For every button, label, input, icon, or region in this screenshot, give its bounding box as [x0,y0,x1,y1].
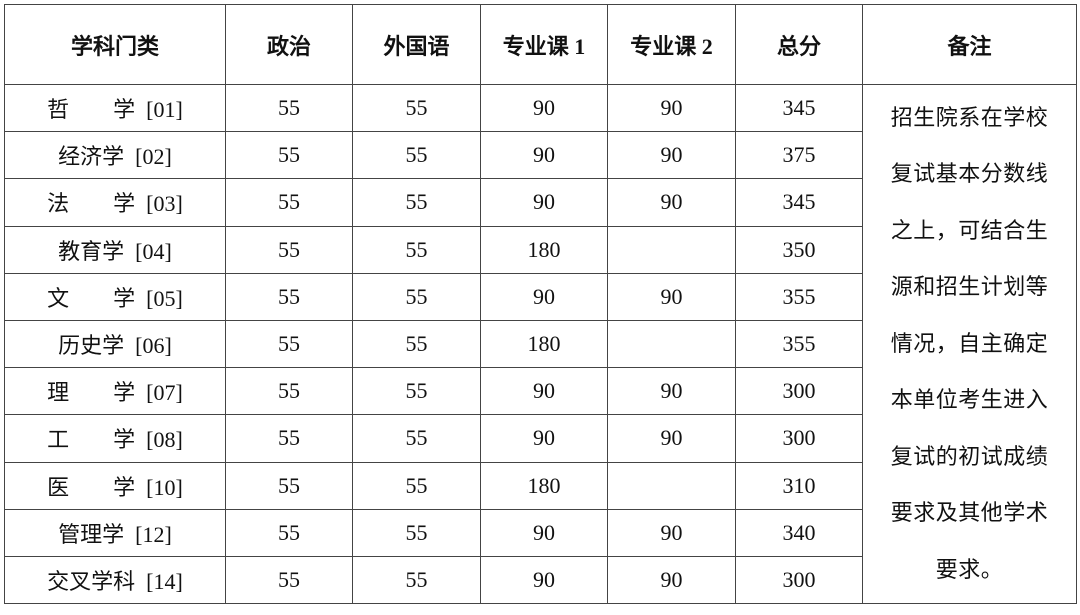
cell-major1: 90 [480,367,608,416]
header-row: 学科门类 政治 外国语 专业课 1 专业课 2 总分 备注 [4,4,1077,85]
cell-politics: 55 [225,319,353,369]
cell-major1: 90 [480,272,608,321]
cell-language: 55 [352,461,481,510]
cell-total: 310 [735,461,863,510]
cell-major2: 90 [607,508,736,557]
remark-line: 之上，可结合生 [890,217,1049,243]
cell-language: 55 [352,367,481,416]
cell-name: 交叉学科 [14] [4,555,226,605]
cell-major2: 90 [607,83,736,133]
cell-politics: 55 [225,367,353,416]
score-table: 学科门类 政治 外国语 专业课 1 专业课 2 总分 备注 哲 学 [01] 55… [4,4,1077,605]
cell-major1: 90 [480,83,608,133]
cell-language: 55 [352,414,481,463]
cell-major2: 90 [607,178,736,227]
cell-politics: 55 [225,272,353,321]
cell-politics: 55 [225,225,353,274]
cell-language: 55 [352,508,481,557]
cell-language: 55 [352,272,481,321]
cell-name: 管理学 [12] [4,508,226,557]
header-foreign-language: 外国语 [352,4,481,85]
cell-major1: 90 [480,414,608,463]
table-row: 交叉学科 [14] 55 55 90 90 300 [4,555,1077,605]
cell-politics: 55 [225,83,353,133]
cell-major2: 90 [607,131,736,180]
cell-major2: 90 [607,555,736,605]
cell-language: 55 [352,555,481,605]
cell-major1: 90 [480,508,608,557]
cell-name: 理 学 [07] [4,367,226,416]
cell-major2 [607,225,736,274]
cell-politics: 55 [225,461,353,510]
cell-language: 55 [352,83,481,133]
cell-major1: 90 [480,178,608,227]
header-politics: 政治 [225,4,353,85]
cell-major1: 180 [480,461,608,510]
cell-language: 55 [352,319,481,369]
cell-name: 历史学 [06] [4,319,226,369]
remark-line: 招生院系在学校 [890,104,1049,130]
cell-total: 300 [735,555,863,605]
cell-major1: 90 [480,555,608,605]
table-row: 管理学 [12] 55 55 90 90 340 [4,508,1077,557]
header-major-1: 专业课 1 [480,4,608,85]
cell-major2: 90 [607,272,736,321]
remark-line: 复试基本分数线 [890,161,1049,187]
header-remarks: 备注 [862,4,1077,85]
cell-total: 300 [735,414,863,463]
cell-language: 55 [352,225,481,274]
remark-line: 本单位考生进入 [890,387,1049,413]
cell-major1: 90 [480,131,608,180]
cell-major2 [607,319,736,369]
cell-major2: 90 [607,367,736,416]
cell-total: 355 [735,319,863,369]
cell-total: 350 [735,225,863,274]
cell-major2 [607,461,736,510]
cell-major1: 180 [480,319,608,369]
cell-name: 经济学 [02] [4,131,226,180]
cell-total: 375 [735,131,863,180]
remark-line: 要求。 [935,556,1004,582]
cell-total: 300 [735,367,863,416]
remark-line: 源和招生计划等 [890,274,1049,300]
remarks-cell: 招生院系在学校 复试基本分数线 之上，可结合生 源和招生计划等 情况，自主确定 本单位考生… [862,83,1077,605]
cell-total: 355 [735,272,863,321]
cell-total: 340 [735,508,863,557]
table-row: 理 学 [07] 55 55 90 90 300 [4,367,1077,416]
cell-language: 55 [352,131,481,180]
remark-line: 情况，自主确定 [890,330,1049,356]
cell-politics: 55 [225,131,353,180]
cell-name: 医 学 [10] [4,461,226,510]
cell-total: 345 [735,83,863,133]
cell-name: 文 学 [05] [4,272,226,321]
cell-language: 55 [352,178,481,227]
cell-major2: 90 [607,414,736,463]
cell-politics: 55 [225,414,353,463]
cell-politics: 55 [225,508,353,557]
cell-politics: 55 [225,178,353,227]
header-discipline: 学科门类 [4,4,226,85]
cell-politics: 55 [225,555,353,605]
table-row: 哲 学 [01] 55 55 90 90 345 招生院系在学校 复试基本分数线 之上，可结合生… [4,83,1077,605]
header-major-2: 专业课 2 [607,4,736,85]
cell-name: 哲 学 [01] [4,83,226,133]
remark-line: 复试的初试成绩 [890,443,1049,469]
cell-name: 工 学 [08] [4,414,226,463]
cell-name: 教育学 [04] [4,225,226,274]
remark-line: 要求及其他学术 [890,500,1049,526]
cell-total: 345 [735,178,863,227]
cell-name: 法 学 [03] [4,178,226,227]
header-total: 总分 [735,4,863,85]
cell-major1: 180 [480,225,608,274]
table-row: 法 学 [03] 55 55 90 90 345 [4,178,1077,227]
table-row: 医 学 [10] 55 55 180 310 [4,461,1077,510]
